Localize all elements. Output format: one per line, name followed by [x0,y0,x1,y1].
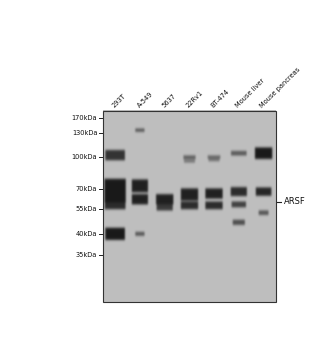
Text: ARSF: ARSF [284,197,305,206]
Text: 55kDa: 55kDa [76,206,97,212]
Text: 170kDa: 170kDa [72,116,97,121]
Text: 70kDa: 70kDa [76,186,97,192]
Text: 35kDa: 35kDa [76,252,97,258]
Text: 22Rv1: 22Rv1 [185,89,204,108]
Text: Mouse liver: Mouse liver [234,77,266,108]
Text: Mouse pancreas: Mouse pancreas [259,66,302,108]
Text: 100kDa: 100kDa [72,154,97,160]
Text: 293T: 293T [111,92,127,108]
Text: BT-474: BT-474 [210,88,230,108]
Text: 40kDa: 40kDa [76,231,97,237]
Text: A-549: A-549 [136,91,154,108]
Text: 5637: 5637 [161,92,177,108]
Text: 130kDa: 130kDa [72,130,97,136]
